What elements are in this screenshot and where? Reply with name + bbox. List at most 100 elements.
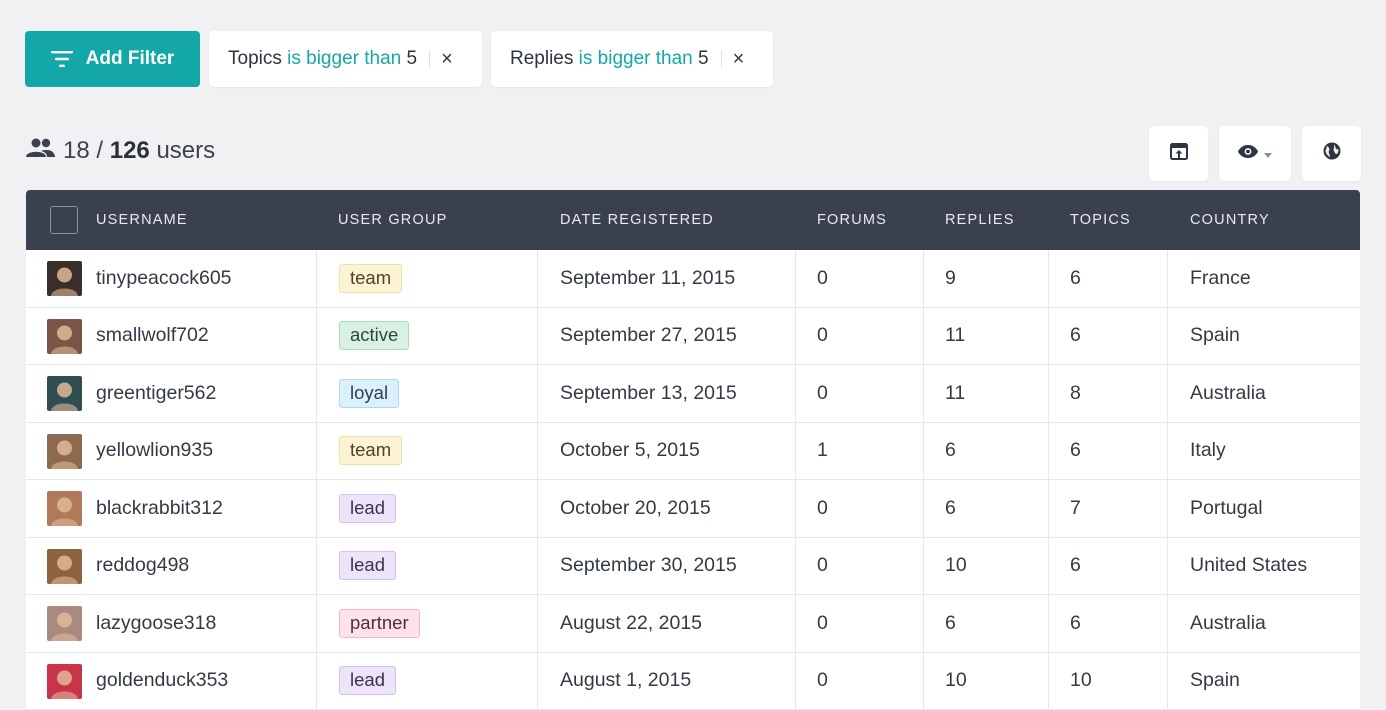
filter-operator[interactable]: is bigger than xyxy=(287,48,402,69)
column-divider xyxy=(537,307,538,364)
column-divider xyxy=(923,422,924,479)
table-row[interactable]: blackrabbit312 lead October 20, 2015 0 6 7 Por… xyxy=(26,480,1360,538)
header-forums[interactable]: FORUMS xyxy=(817,212,888,228)
forums-cell: 0 xyxy=(817,669,828,692)
table-row[interactable]: goldenduck353 lead August 1, 2015 0 10 10 Spai… xyxy=(26,652,1360,710)
avatar[interactable] xyxy=(47,261,82,296)
topics-cell: 7 xyxy=(1070,496,1081,519)
group-badge: lead xyxy=(339,666,396,696)
column-divider xyxy=(1167,250,1168,307)
user-group-cell: team xyxy=(339,250,403,307)
eye-icon xyxy=(1238,144,1258,163)
username-link[interactable]: blackrabbit312 xyxy=(96,496,223,519)
table-header: USERNAME USER GROUP DATE REGISTERED FORU… xyxy=(26,190,1360,250)
avatar[interactable] xyxy=(47,491,82,526)
close-icon[interactable]: × xyxy=(732,48,745,70)
forums-cell: 0 xyxy=(817,381,828,404)
column-divider xyxy=(923,595,924,652)
topics-cell: 6 xyxy=(1070,439,1081,462)
username-link[interactable]: goldenduck353 xyxy=(96,669,229,692)
user-count: 18 / 126 users xyxy=(26,137,215,165)
column-divider xyxy=(795,250,796,307)
filter-value[interactable]: 5 xyxy=(406,48,418,69)
date-registered-cell: September 13, 2015 xyxy=(560,381,737,404)
table-row[interactable]: reddog498 lead September 30, 2015 0 10 6 Unite… xyxy=(26,537,1360,595)
column-divider xyxy=(1167,365,1168,422)
column-divider xyxy=(923,480,924,537)
column-divider xyxy=(316,422,317,479)
table-row[interactable]: greentiger562 loyal September 13, 2015 0 11 8… xyxy=(26,365,1360,423)
country-cell: France xyxy=(1190,266,1251,289)
user-group-cell: lead xyxy=(339,653,396,710)
date-registered-cell: August 22, 2015 xyxy=(560,611,703,634)
column-divider xyxy=(1048,422,1049,479)
date-registered-cell: October 20, 2015 xyxy=(560,496,711,519)
avatar[interactable] xyxy=(47,663,82,699)
table-row[interactable]: lazygoose318 partner August 22, 2015 0 6 6 Aus… xyxy=(26,595,1360,653)
column-divider xyxy=(316,480,317,537)
topics-cell: 6 xyxy=(1070,611,1081,634)
username-link[interactable]: yellowlion935 xyxy=(96,439,214,462)
add-filter-label: Add Filter xyxy=(85,48,175,69)
column-divider xyxy=(1167,307,1168,364)
column-divider xyxy=(1048,537,1049,594)
table-row[interactable]: tinypeacock605 team September 11, 2015 0 9 6 F… xyxy=(26,250,1360,308)
avatar[interactable] xyxy=(47,548,82,584)
avatar[interactable] xyxy=(47,318,82,354)
close-icon[interactable]: × xyxy=(441,48,453,70)
select-all-checkbox[interactable] xyxy=(50,206,78,234)
add-filter-button[interactable]: Add Filter xyxy=(25,31,200,87)
column-divider xyxy=(795,537,796,594)
column-divider xyxy=(1167,480,1168,537)
avatar[interactable] xyxy=(47,376,82,411)
column-visibility-button[interactable] xyxy=(1219,126,1291,181)
avatar[interactable] xyxy=(47,606,82,641)
column-divider xyxy=(795,365,796,422)
header-date-registered[interactable]: DATE REGISTERED xyxy=(560,212,714,228)
count-separator: / xyxy=(96,137,104,164)
column-divider xyxy=(1048,595,1049,652)
column-divider xyxy=(795,422,796,479)
header-replies[interactable]: REPLIES xyxy=(945,212,1015,228)
group-badge: team xyxy=(339,436,403,466)
filter-chip-replies[interactable]: Replies is bigger than 5 × xyxy=(491,31,773,87)
users-icon xyxy=(26,137,63,165)
group-badge: team xyxy=(339,263,403,293)
header-username[interactable]: USERNAME xyxy=(96,212,188,228)
export-button[interactable] xyxy=(1149,126,1208,181)
header-user-group[interactable]: USER GROUP xyxy=(338,212,448,228)
filter-operator[interactable]: is bigger than xyxy=(578,48,693,69)
username-link[interactable]: greentiger562 xyxy=(96,381,217,404)
username-link[interactable]: smallwolf702 xyxy=(96,324,209,347)
chip-divider xyxy=(429,50,431,68)
column-divider xyxy=(795,480,796,537)
table-row[interactable]: yellowlion935 team October 5, 2015 1 6 6 Italy xyxy=(26,422,1360,480)
username-link[interactable]: tinypeacock605 xyxy=(96,266,232,289)
replies-cell: 10 xyxy=(945,669,967,692)
date-registered-cell: August 1, 2015 xyxy=(560,669,692,692)
column-divider xyxy=(316,537,317,594)
filter-field: Topics xyxy=(228,48,282,69)
user-group-cell: loyal xyxy=(339,365,400,422)
table-row[interactable]: smallwolf702 active September 27, 2015 0 11 6… xyxy=(26,307,1360,365)
group-badge: loyal xyxy=(339,378,400,408)
username-link[interactable]: reddog498 xyxy=(96,554,190,577)
group-badge: active xyxy=(339,321,410,351)
filter-value[interactable]: 5 xyxy=(698,48,709,69)
count-shown: 18 xyxy=(63,137,90,164)
column-divider xyxy=(316,250,317,307)
column-divider xyxy=(537,480,538,537)
column-divider xyxy=(795,307,796,364)
user-group-cell: partner xyxy=(339,595,420,652)
country-cell: Spain xyxy=(1190,324,1240,347)
replies-cell: 6 xyxy=(945,439,956,462)
header-topics[interactable]: TOPICS xyxy=(1070,212,1131,228)
header-country[interactable]: COUNTRY xyxy=(1190,212,1270,228)
avatar[interactable] xyxy=(47,433,82,469)
username-link[interactable]: lazygoose318 xyxy=(96,611,217,634)
filter-chip-topics[interactable]: Topics is bigger than 5 × xyxy=(209,31,482,87)
forums-cell: 1 xyxy=(817,439,828,462)
forums-cell: 0 xyxy=(817,266,828,289)
language-button[interactable] xyxy=(1302,126,1361,181)
date-registered-cell: October 5, 2015 xyxy=(560,439,700,462)
